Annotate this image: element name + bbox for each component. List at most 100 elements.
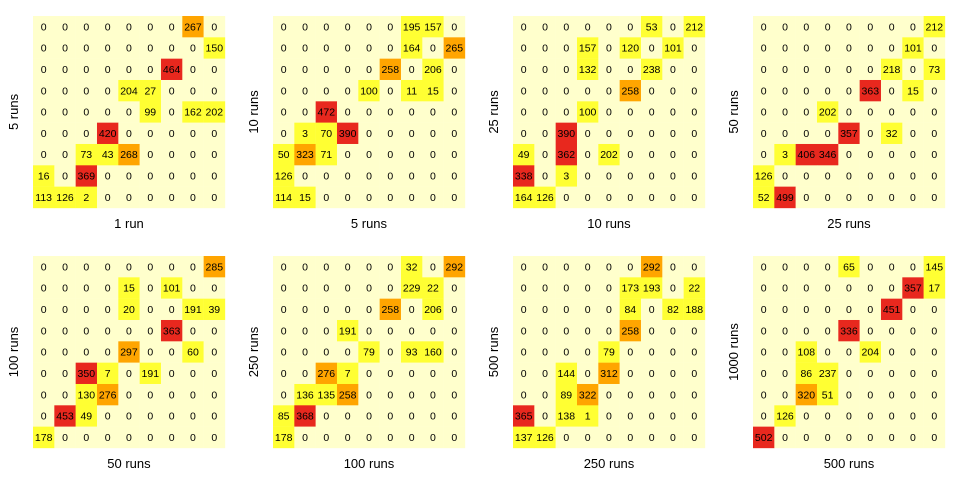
heatmap-cell-value: 0 [585,283,591,295]
heatmap-cell [336,426,359,449]
heatmap-cell-value: 0 [867,325,873,337]
x-axis-label: 100 runs [344,456,395,471]
heatmap-cell-value: 0 [345,149,351,161]
heatmap-cell [513,165,535,187]
heatmap-cell-value: 218 [883,64,901,76]
heatmap-cell-value: 0 [585,149,591,161]
heatmap-cell [795,298,818,321]
heatmap-cell [54,186,76,209]
heatmap-cell-value: 0 [409,192,415,204]
heatmap-cell-value: 0 [521,43,527,55]
heatmap-cell [923,143,946,166]
heatmap-cell [118,79,140,102]
heatmap-cell [859,426,882,449]
heatmap-cell [753,277,775,299]
heatmap-cell-value: 0 [190,43,196,55]
heatmap-cell [358,122,380,145]
heatmap-cell-value: 0 [345,43,351,55]
heatmap-cell [662,122,684,145]
heatmap-cell-value: 0 [670,368,676,380]
heatmap-cell-value: 0 [542,149,548,161]
heatmap-cell [160,37,183,59]
heatmap-cell [203,186,226,209]
heatmap-cell [640,58,663,81]
heatmap-cell-value: 0 [302,325,308,337]
heatmap-cell [902,426,924,449]
heatmap-cell [75,277,98,299]
heatmap-cell [774,362,796,385]
heatmap-cell-value: 357 [840,128,858,140]
heatmap-cell [182,341,204,363]
heatmap-cell-value: 0 [211,192,217,204]
heatmap-cell [96,37,119,59]
heatmap-cell [75,186,98,209]
heatmap-cell [182,362,204,385]
heatmap-cell-value: 0 [211,368,217,380]
heatmap-cell [859,298,882,321]
heatmap-cell-value: 0 [542,347,548,359]
heatmap-cell-value: 0 [409,389,415,401]
heatmap-cell [75,79,98,102]
heatmap-cell [576,277,599,299]
heatmap-cell [422,426,444,449]
heatmap-cell-value: 0 [931,347,937,359]
heatmap-cell [358,37,380,59]
heatmap-cell-value: 0 [931,389,937,401]
heatmap-cell-value: 0 [649,432,655,444]
heatmap-cell [139,405,162,427]
heatmap-cell-value: 0 [323,283,329,295]
heatmap-cell-value: 0 [606,64,612,76]
heatmap-cell-value: 0 [281,347,287,359]
heatmap-cell [753,165,775,187]
heatmap-cell-value: 0 [691,43,697,55]
heatmap-cell [273,58,295,81]
heatmap-cell-value: 0 [521,107,527,119]
heatmap-cell [513,79,535,102]
heatmap-cell [96,58,119,81]
heatmap-cell [358,79,380,102]
heatmap-cell [422,405,444,427]
heatmap-cell [795,16,818,38]
heatmap-cell-value: 0 [451,304,457,316]
heatmap-cell-value: 3 [782,149,788,161]
heatmap-cell-value: 0 [803,304,809,316]
heatmap-cell [400,319,423,342]
heatmap-cell-value: 0 [910,128,916,140]
heatmap-cell [139,341,162,363]
heatmap-cell [534,58,556,81]
heatmap-cell-value: 0 [323,325,329,337]
heatmap-cell [662,79,684,102]
heatmap-cell [422,186,444,209]
heatmap-cell-value: 0 [521,368,527,380]
heatmap-cell [534,143,556,166]
heatmap-cell [923,122,946,145]
heatmap-cell [619,426,642,449]
heatmap-cell-value: 0 [430,128,436,140]
heatmap-cell-value: 49 [518,149,530,161]
heatmap-cell-value: 0 [430,368,436,380]
heatmap-cell [683,122,706,145]
heatmap-cell [640,362,663,385]
heatmap-cell-value: 0 [846,64,852,76]
heatmap-cell-value: 0 [670,283,676,295]
heatmap-cell [358,405,380,427]
heatmap-cell [816,362,839,385]
heatmap-cell-value: 0 [430,325,436,337]
heatmap-cell-value: 0 [281,43,287,55]
heatmap-cell [753,79,775,102]
heatmap-cell-value: 0 [281,261,287,273]
heatmap-cell [640,143,663,166]
heatmap-cell-value: 0 [211,128,217,140]
heatmap-cell [555,165,578,187]
heatmap-cell [203,143,226,166]
heatmap-cell-value: 0 [761,283,767,295]
heatmap-cell [576,16,599,38]
heatmap-cell-value: 258 [622,325,640,337]
heatmap-cell [336,58,359,81]
heatmap-cell [118,319,140,342]
heatmap-cell-value: 0 [323,432,329,444]
heatmap-cell-value: 93 [406,347,418,359]
heatmap-cell-value: 267 [184,21,202,33]
heatmap-cell [816,122,839,145]
